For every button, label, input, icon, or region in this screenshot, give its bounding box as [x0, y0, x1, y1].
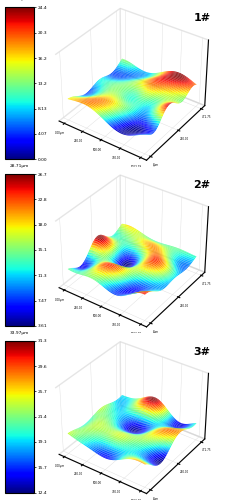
Text: 1#: 1#: [194, 14, 210, 24]
Text: 3#: 3#: [194, 346, 210, 356]
Text: 30.43μm: 30.43μm: [10, 0, 29, 2]
Text: 28.71μm: 28.71μm: [10, 164, 29, 168]
Text: 2#: 2#: [194, 180, 210, 190]
Text: 33.97μm: 33.97μm: [10, 331, 29, 335]
